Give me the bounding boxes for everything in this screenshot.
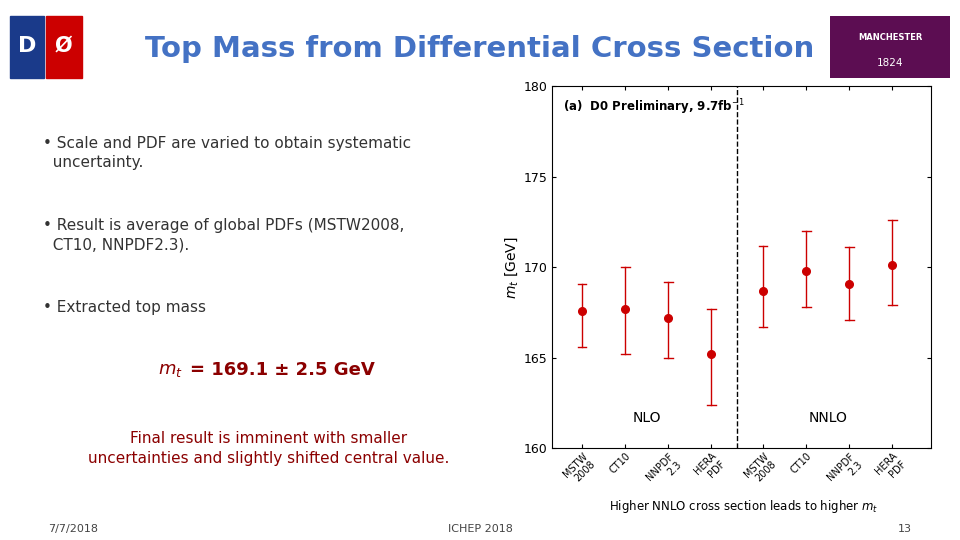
Text: Final result is imminent with smaller
uncertainties and slightly shifted central: Final result is imminent with smaller un… [88,431,449,466]
Text: • Result is average of global PDFs (MSTW2008,
  CT10, NNPDF2.3).: • Result is average of global PDFs (MSTW… [43,218,404,253]
Text: D: D [17,36,36,56]
Text: $m_t$: $m_t$ [158,361,183,380]
Text: (a)  D0 Preliminary, 9.7fb$^{-1}$: (a) D0 Preliminary, 9.7fb$^{-1}$ [564,97,745,117]
Text: Ø: Ø [55,36,72,56]
Text: 13: 13 [898,524,912,534]
Text: = 169.1 ± 2.5 GeV: = 169.1 ± 2.5 GeV [190,361,374,380]
Text: NLO: NLO [633,411,661,424]
Text: MANCHESTER: MANCHESTER [858,33,923,43]
Text: ICHEP 2018: ICHEP 2018 [447,524,513,534]
Text: • Extracted top mass: • Extracted top mass [43,300,206,315]
Text: 1824: 1824 [877,58,903,68]
Text: NNLO: NNLO [808,411,848,424]
Text: • Scale and PDF are varied to obtain systematic
  uncertainty.: • Scale and PDF are varied to obtain sys… [43,136,411,171]
Y-axis label: $m_t$ [GeV]: $m_t$ [GeV] [504,236,520,299]
Bar [10,16,44,78]
Text: Higher NNLO cross section leads to higher $m_t$: Higher NNLO cross section leads to highe… [610,498,878,515]
Text: Top Mass from Differential Cross Section: Top Mass from Differential Cross Section [145,35,815,63]
Text: 7/7/2018: 7/7/2018 [48,524,98,534]
Bar [46,16,82,78]
